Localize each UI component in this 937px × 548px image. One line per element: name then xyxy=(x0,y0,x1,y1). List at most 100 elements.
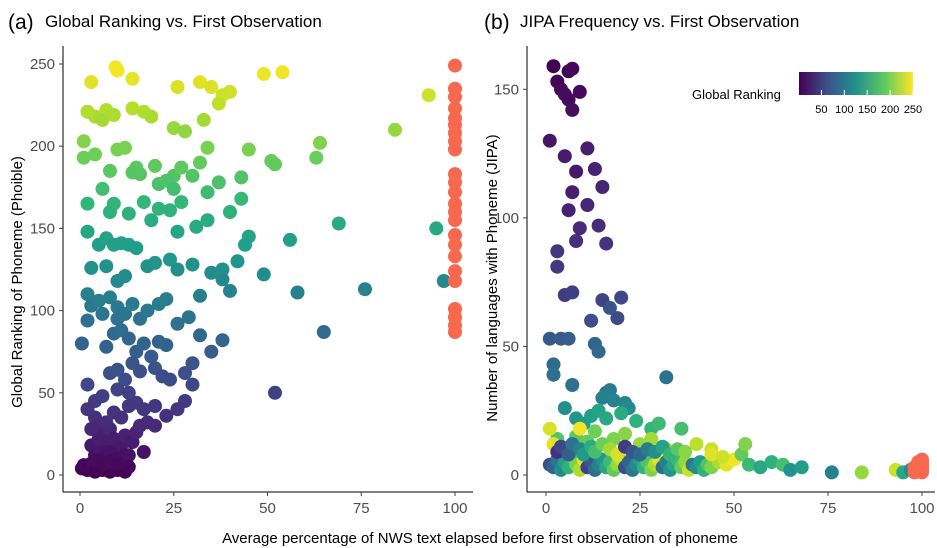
unobserved-point xyxy=(448,101,462,116)
data-point xyxy=(572,221,587,236)
panel-b-ylabel: Number of languages with Phoneme (JIPA) xyxy=(484,134,501,421)
data-point xyxy=(80,196,95,211)
data-point xyxy=(742,457,756,472)
data-point xyxy=(118,269,132,284)
data-point xyxy=(215,262,230,277)
panel-a: (a) Global Ranking vs. First Observation… xyxy=(8,11,473,517)
data-point xyxy=(95,306,110,321)
unobserved-point xyxy=(448,249,462,264)
data-point xyxy=(783,462,798,477)
legend-title: Global Ranking xyxy=(692,87,781,102)
data-point xyxy=(91,431,106,446)
data-point xyxy=(689,437,704,452)
shared-xlabel: Average percentage of NWS text elapsed b… xyxy=(222,530,738,547)
panel-b-letter: (b) xyxy=(484,11,510,34)
y-tick-label: 200 xyxy=(30,138,55,155)
data-point xyxy=(550,259,565,274)
data-point xyxy=(144,349,159,364)
data-point xyxy=(591,344,606,359)
data-point xyxy=(546,367,561,382)
data-point xyxy=(144,109,159,124)
data-point xyxy=(136,336,151,351)
data-point xyxy=(125,101,140,116)
data-point xyxy=(170,262,185,277)
data-point xyxy=(148,418,162,433)
panel-a-title: Global Ranking vs. First Observation xyxy=(45,12,322,31)
data-point xyxy=(106,108,121,122)
data-point xyxy=(196,112,211,127)
data-point xyxy=(133,418,147,433)
data-point xyxy=(181,310,196,325)
data-point xyxy=(313,135,327,150)
data-point xyxy=(256,66,271,81)
data-point xyxy=(121,385,136,400)
data-point xyxy=(193,288,207,303)
data-point xyxy=(114,410,129,425)
data-point xyxy=(185,356,200,371)
data-point xyxy=(331,216,346,231)
data-point xyxy=(121,459,136,474)
data-point xyxy=(557,401,572,416)
data-point xyxy=(565,185,580,200)
data-point xyxy=(163,372,177,387)
data-point xyxy=(569,234,584,248)
data-point xyxy=(565,285,580,300)
data-point xyxy=(595,180,610,194)
data-point xyxy=(170,316,185,331)
data-point xyxy=(118,140,132,155)
data-point xyxy=(550,244,565,259)
data-point xyxy=(200,213,215,228)
legend-tick-label: 50 xyxy=(815,104,827,116)
data-point xyxy=(163,252,177,267)
data-point xyxy=(610,311,625,326)
unobserved-point xyxy=(448,58,462,73)
data-point xyxy=(185,257,200,272)
legend-tick-label: 100 xyxy=(835,104,853,116)
data-point xyxy=(80,377,95,392)
data-point xyxy=(738,437,753,452)
unobserved-point xyxy=(448,264,462,279)
legend: Global Ranking 50 100 150 200 250 xyxy=(692,72,922,116)
data-point xyxy=(129,241,144,256)
data-point xyxy=(388,122,402,137)
data-point xyxy=(565,61,580,76)
x-tick-label: 100 xyxy=(909,500,934,517)
data-point xyxy=(223,283,237,298)
data-point xyxy=(170,224,185,239)
unobserved-point xyxy=(448,274,462,288)
data-point xyxy=(136,195,151,210)
data-point xyxy=(230,254,245,269)
data-point xyxy=(546,59,561,74)
data-point xyxy=(764,455,779,470)
data-point xyxy=(118,372,132,387)
unobserved-point xyxy=(448,175,462,190)
data-point xyxy=(133,167,147,182)
data-point xyxy=(84,75,99,90)
data-point xyxy=(136,445,151,459)
data-point xyxy=(80,287,95,302)
data-point xyxy=(80,224,95,239)
data-point xyxy=(95,389,110,404)
data-point xyxy=(193,155,207,170)
data-point xyxy=(569,164,584,179)
data-point xyxy=(565,378,580,392)
data-point xyxy=(140,303,155,318)
data-point xyxy=(215,333,230,348)
data-point xyxy=(794,460,809,475)
unobserved-point xyxy=(448,89,462,104)
y-tick-label: 50 xyxy=(38,385,55,402)
data-point xyxy=(241,142,256,157)
data-point xyxy=(103,163,117,178)
data-point xyxy=(133,364,147,379)
data-point xyxy=(223,205,237,219)
data-point xyxy=(204,80,219,94)
data-point xyxy=(557,87,572,102)
data-point xyxy=(211,175,226,190)
data-point xyxy=(125,71,140,86)
data-point xyxy=(204,265,219,280)
y-tick-label: 150 xyxy=(30,220,55,237)
data-point xyxy=(275,65,290,80)
data-point xyxy=(148,158,162,173)
x-tick-label: 50 xyxy=(259,500,276,517)
unobserved-point xyxy=(448,325,462,339)
